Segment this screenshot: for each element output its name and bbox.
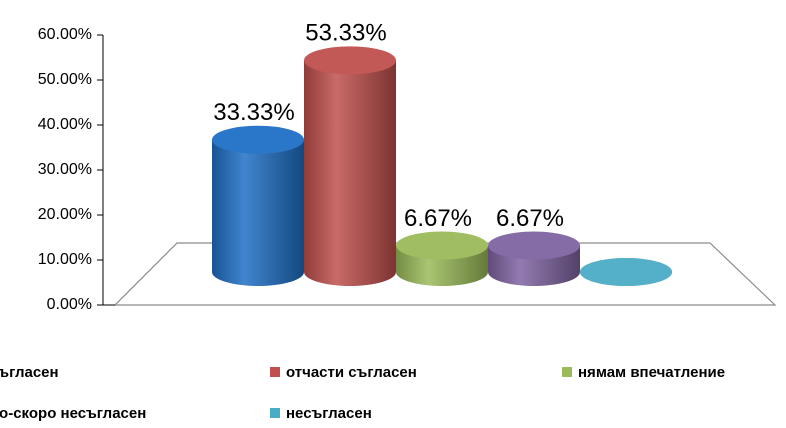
y-tick-label: 30.00%	[38, 161, 92, 178]
legend-label: отчасти съгласен	[286, 364, 417, 381]
legend-label: по-скоро несъгласен	[0, 405, 146, 422]
value-label: 6.67%	[404, 205, 472, 232]
y-tick-label: 40.00%	[38, 116, 92, 133]
bar-top	[304, 46, 396, 75]
legend-label: несъгласен	[286, 405, 372, 422]
value-label: 6.67%	[496, 205, 564, 232]
value-label: 33.33%	[213, 99, 294, 126]
bar-top	[488, 231, 580, 260]
legend-swatch	[562, 367, 572, 377]
bar-top	[212, 125, 304, 154]
bar-top	[396, 231, 488, 260]
y-tick-label: 0.00%	[47, 296, 92, 313]
legend-label: нямам впечатление	[578, 364, 725, 381]
legend-label: съгласен	[0, 364, 59, 381]
y-tick-label: 60.00%	[38, 26, 92, 43]
bar	[304, 60, 396, 273]
value-label: 53.33%	[305, 20, 386, 47]
y-tick-label: 50.00%	[38, 71, 92, 88]
legend-swatch	[270, 408, 280, 418]
legend-swatch	[270, 367, 280, 377]
bar	[212, 139, 304, 272]
bar-top	[580, 258, 672, 286]
y-tick-label: 20.00%	[38, 206, 92, 223]
y-tick-label: 10.00%	[38, 251, 92, 268]
floor	[113, 242, 777, 306]
